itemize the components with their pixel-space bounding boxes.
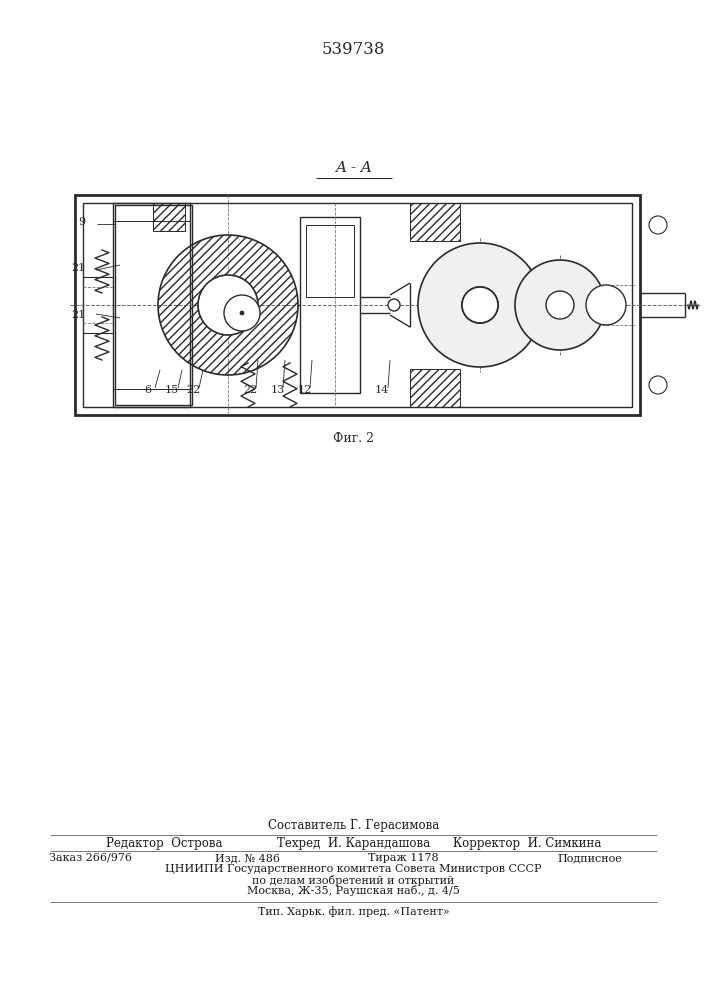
Circle shape (224, 295, 260, 331)
Bar (410, 203, 460, 241)
Text: Изд. № 486: Изд. № 486 (215, 853, 280, 863)
Text: Корректор  И. Симкина: Корректор И. Симкина (452, 836, 601, 850)
Circle shape (515, 260, 605, 350)
Text: 6: 6 (144, 385, 151, 395)
Circle shape (462, 287, 498, 323)
Bar (115, 205, 192, 405)
Text: 9: 9 (78, 217, 86, 227)
Text: Редактор  Острова: Редактор Острова (106, 836, 223, 850)
Bar (153, 203, 185, 231)
Text: Тираж 1178: Тираж 1178 (368, 853, 438, 863)
Text: A - A: A - A (335, 161, 372, 175)
Circle shape (240, 311, 244, 315)
Text: Тип. Харьк. фил. пред. «Патент»: Тип. Харьк. фил. пред. «Патент» (257, 907, 450, 917)
Text: 13: 13 (271, 385, 285, 395)
Circle shape (388, 299, 400, 311)
Circle shape (418, 243, 542, 367)
Text: по делам изобретений и открытий: по делам изобретений и открытий (252, 874, 455, 886)
Text: Заказ 266/976: Заказ 266/976 (49, 853, 132, 863)
Text: ЦНИИПИ Государственного комитета Совета Министров СССР: ЦНИИПИ Государственного комитета Совета … (165, 864, 542, 874)
Text: 21: 21 (71, 310, 85, 320)
Text: 22: 22 (243, 385, 257, 395)
Text: Фиг. 2: Фиг. 2 (333, 432, 374, 445)
Bar (113, 203, 190, 407)
Circle shape (546, 291, 574, 319)
Circle shape (462, 287, 498, 323)
Text: 21: 21 (71, 263, 85, 273)
Text: 14: 14 (375, 385, 389, 395)
Text: 15: 15 (165, 385, 179, 395)
Text: Составитель Г. Герасимова: Составитель Г. Герасимова (268, 820, 439, 832)
Circle shape (649, 376, 667, 394)
Circle shape (586, 285, 626, 325)
Text: Подписное: Подписное (557, 853, 622, 863)
Bar (75, 195, 640, 415)
Bar (410, 369, 460, 407)
Text: 539738: 539738 (322, 41, 385, 58)
Bar (113, 221, 190, 389)
Circle shape (198, 275, 258, 335)
Text: 12: 12 (298, 385, 312, 395)
Text: 22: 22 (186, 385, 200, 395)
Bar (83, 203, 632, 407)
Bar (306, 225, 354, 297)
Text: Техред  И. Карандашова: Техред И. Карандашова (277, 836, 430, 850)
Text: Москва, Ж-35, Раушская наб., д. 4/5: Москва, Ж-35, Раушская наб., д. 4/5 (247, 886, 460, 896)
Bar (300, 217, 360, 393)
Circle shape (649, 216, 667, 234)
